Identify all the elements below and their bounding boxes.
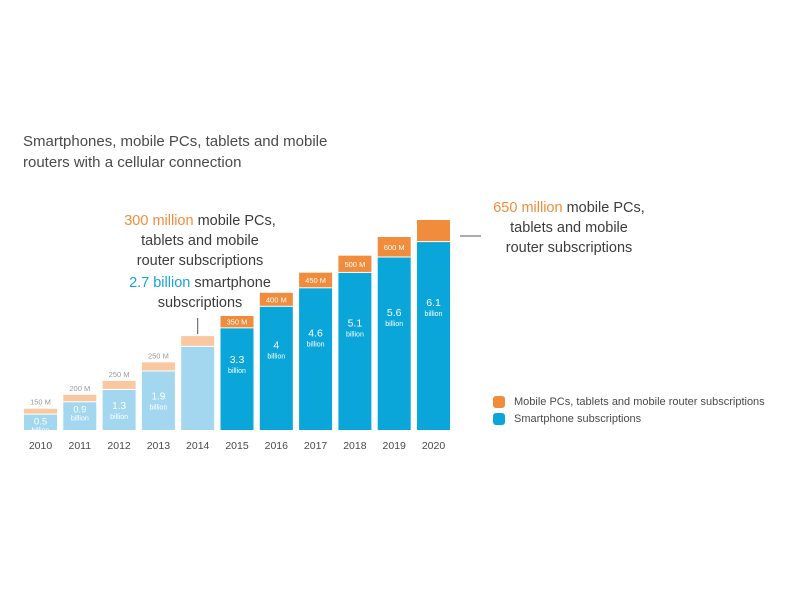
x-tick-label: 2019 — [383, 440, 407, 452]
bar-smartphones-2019 — [377, 257, 411, 430]
bar-smartphones-2010 — [24, 414, 57, 430]
bar-mobile-pcs-2020 — [417, 219, 450, 242]
bar-value-label: 1.3 — [112, 401, 126, 412]
bar-mobile-pcs-2011 — [63, 394, 97, 402]
bar-smartphones-2016 — [259, 306, 293, 430]
bar-mobile-pcs-2014 — [181, 336, 215, 346]
bar-smartphones-2013 — [141, 371, 175, 430]
bar-mobile-pcs-2019 — [377, 237, 411, 257]
callout-2014-smartphones-value: 2.7 billion — [129, 275, 191, 291]
callout-2014-smartphones-line2: subscriptions — [157, 295, 243, 311]
x-tick-label: 2011 — [69, 440, 92, 452]
bar-mobile-pcs-label: 400 M — [266, 295, 287, 304]
x-tick-label: 2013 — [147, 440, 171, 452]
bar-value-label: 5.6 — [387, 307, 402, 319]
bar-mobile-pcs-label: 200 M — [69, 384, 90, 393]
bar-smartphones-2012 — [102, 389, 136, 430]
legend-swatch-blue — [493, 413, 505, 425]
bar-value-unit: billion — [425, 311, 443, 318]
x-tick-label: 2015 — [225, 440, 249, 452]
bar-value-unit: billion — [346, 331, 364, 338]
bar-value-unit: billion — [149, 405, 167, 412]
legend-label-mobile-pcs: Mobile PCs, tablets and mobile router su… — [514, 396, 765, 408]
callout-2020-mobile-pcs-line2: tablets and mobile — [510, 220, 628, 236]
bar-value-label: 5.1 — [348, 317, 363, 329]
bar-mobile-pcs-2018 — [338, 255, 372, 272]
bar-mobile-pcs-label: 250 M — [148, 351, 169, 360]
legend-swatch-orange — [493, 396, 505, 408]
bar-mobile-pcs-label: 450 M — [305, 276, 326, 285]
bar-mobile-pcs-2017 — [299, 272, 333, 288]
bar-mobile-pcs-label: 250 M — [109, 370, 130, 379]
bar-smartphones-2017 — [299, 288, 333, 430]
callout-2014-smartphones-text: smartphone — [190, 275, 271, 291]
x-tick-label: 2017 — [304, 440, 328, 452]
bar-mobile-pcs-2012 — [102, 380, 136, 389]
legend-item-mobile-pcs: Mobile PCs, tablets and mobile router su… — [493, 396, 765, 408]
x-tick-label: 2020 — [422, 440, 446, 452]
callout-2014-smartphones: 2.7 billion smartphone subscriptions — [100, 273, 300, 313]
bar-value-unit: billion — [267, 354, 285, 361]
bar-mobile-pcs-label: 500 M — [344, 260, 365, 269]
bar-value-label: 4.6 — [308, 327, 323, 339]
bar-mobile-pcs-2010 — [24, 408, 57, 414]
bar-smartphones-2018 — [338, 272, 372, 430]
x-tick-label: 2018 — [343, 440, 367, 452]
x-tick-label: 2016 — [265, 440, 289, 452]
bar-mobile-pcs-2013 — [141, 362, 175, 371]
bar-mobile-pcs-label: 150 M — [30, 398, 51, 407]
callout-2014-mobile-pcs: 300 million mobile PCs, tablets and mobi… — [100, 211, 300, 271]
bar-mobile-pcs-2015 — [220, 315, 254, 328]
x-tick-label: 2012 — [107, 440, 131, 452]
callout-2014-mobile-pcs-line2: tablets and mobile — [141, 233, 259, 249]
bar-smartphones-2014 — [181, 346, 215, 430]
bar-value-unit: billion — [307, 341, 325, 348]
callout-2020-mobile-pcs-text: mobile PCs, — [562, 200, 645, 216]
callout-2014-mobile-pcs-value: 300 million — [124, 213, 194, 229]
legend-item-smartphones: Smartphone subscriptions — [493, 413, 641, 425]
bar-mobile-pcs-label: 350 M — [227, 318, 248, 327]
legend-label-smartphones: Smartphone subscriptions — [514, 413, 642, 425]
callout-2014-mobile-pcs-line3: router subscriptions — [136, 253, 264, 269]
bar-value-unit: billion — [71, 415, 89, 422]
callout-2014-mobile-pcs-text: mobile PCs, — [193, 213, 276, 229]
bar-mobile-pcs-label: 600 M — [384, 243, 405, 252]
callout-2020-mobile-pcs-value: 650 million — [493, 200, 563, 216]
bar-value-unit: billion — [110, 414, 128, 421]
bar-value-label: 6.1 — [426, 297, 441, 309]
bar-value-unit: billion — [228, 368, 246, 375]
chart-title: Smartphones, mobile PCs, tablets and mob… — [23, 133, 328, 171]
bar-smartphones-2020 — [417, 242, 450, 430]
bar-value-label: 3.3 — [230, 354, 245, 366]
bar-value-unit: billion — [385, 321, 403, 328]
bar-value-label: 0.5 — [34, 417, 47, 428]
bar-value-label: 1.9 — [151, 392, 165, 403]
bar-smartphones-2011 — [63, 402, 97, 430]
x-tick-label: 2010 — [29, 440, 53, 452]
bar-value-label: 4 — [273, 340, 279, 352]
callout-2020-mobile-pcs-line3: router subscriptions — [505, 240, 633, 256]
bar-value-unit: billion — [32, 428, 50, 435]
bar-value-label: 0.9 — [73, 404, 86, 415]
x-tick-label: 2014 — [186, 440, 210, 452]
bar-mobile-pcs-2016 — [259, 292, 293, 306]
callout-2020-mobile-pcs: 650 million mobile PCs, tablets and mobi… — [474, 198, 664, 258]
bar-smartphones-2015 — [220, 328, 254, 430]
